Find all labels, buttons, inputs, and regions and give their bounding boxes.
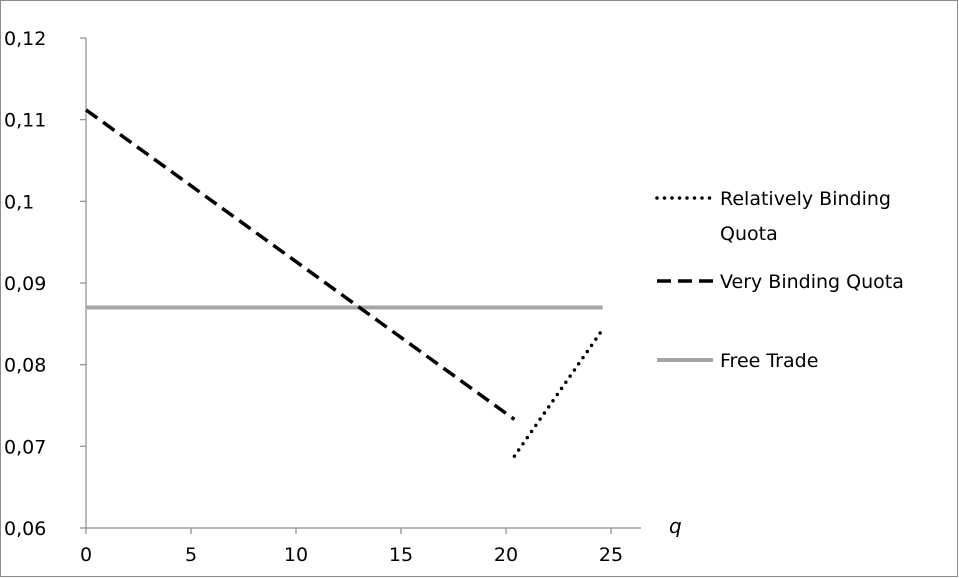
legend-label-free-trade: Free Trade	[720, 350, 818, 372]
x-tick-label: 0	[80, 544, 92, 566]
axes: 0,06 0,07 0,08 0,09 0,1 0,11 0,12 0 5 10 15 20 25	[4, 28, 641, 566]
x-tick-label: 25	[599, 544, 623, 566]
x-tick-label: 5	[185, 544, 197, 566]
series-relatively-binding-quota	[512, 327, 605, 458]
y-tick-label: 0,07	[4, 436, 46, 458]
series-layer	[84, 108, 605, 458]
y-tick-label: 0,12	[4, 28, 46, 50]
y-tick-label: 0,11	[4, 110, 46, 132]
legend-label-very-binding-quota: Very Binding Quota	[720, 271, 904, 293]
y-tick-label: 0,06	[4, 518, 46, 540]
x-tick-label: 20	[494, 544, 518, 566]
series-very-binding-quota	[84, 108, 516, 421]
x-axis-label: q	[669, 514, 682, 538]
legend-label-relatively-binding-quota-line2: Quota	[720, 223, 778, 245]
legend-label-relatively-binding-quota-line1: Relatively Binding	[720, 188, 891, 210]
legend: Relatively Binding Quota Very Binding Qu…	[655, 188, 904, 372]
x-tick-label: 15	[389, 544, 413, 566]
y-tick-label: 0,08	[4, 355, 46, 377]
y-tick-label: 0,1	[4, 191, 34, 213]
x-tick-label: 10	[284, 544, 308, 566]
y-tick-label: 0,09	[4, 273, 46, 295]
